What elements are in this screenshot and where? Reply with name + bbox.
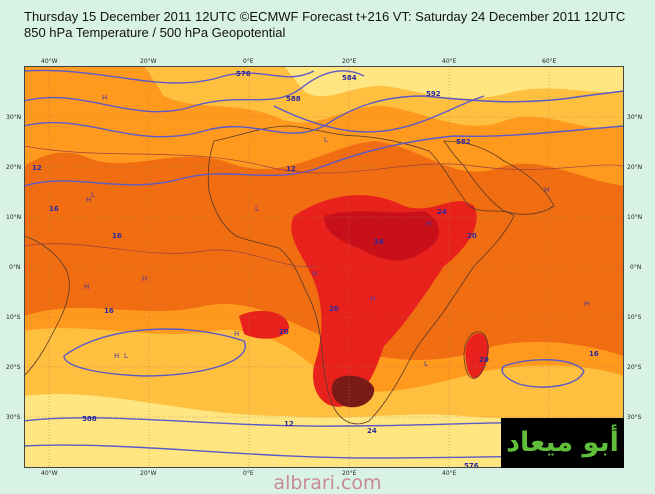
pressure-marker: L [324, 136, 328, 144]
title-line-forecast: Thursday 15 December 2011 12UTC ©ECMWF F… [24, 9, 626, 24]
pressure-marker: H [234, 330, 239, 338]
contour-label: 24 [374, 238, 384, 246]
contour-label: 576 [236, 70, 251, 78]
pressure-marker: L [255, 205, 259, 213]
contour-label: 16 [49, 205, 59, 213]
lon-label: 40°W [41, 58, 58, 65]
contour-label: 20 [329, 305, 339, 313]
pressure-marker: H [102, 94, 107, 102]
lon-label: 20°W [140, 470, 157, 477]
contour-label: 24 [367, 427, 377, 435]
field-hot-angola [239, 310, 289, 339]
contour-label: 576 [464, 462, 479, 468]
lat-label: 30°S [627, 414, 642, 421]
contour-588-south [63, 328, 246, 377]
coastline-south-america [24, 235, 70, 377]
lat-label: 30°N [6, 114, 22, 121]
lon-label: 40°W [41, 470, 58, 477]
lon-label: 20°W [140, 58, 157, 65]
field-hottest-south [331, 375, 375, 408]
contour-label: 12 [284, 420, 294, 428]
contour-label-layer: 576 584 588 592 582 12 12 16 16 16 20 20… [32, 70, 599, 468]
pressure-marker: H [312, 270, 317, 278]
lon-label: 0°E [243, 58, 254, 65]
temperature-contours [24, 145, 624, 267]
pressure-marker: H [544, 186, 549, 194]
field-hotter-central [324, 211, 439, 261]
contour-label: 16 [112, 232, 122, 240]
lat-label: 20°S [6, 364, 21, 371]
pressure-marker: H [84, 283, 89, 291]
contour-label: 584 [342, 74, 357, 82]
contour-label: 588 [82, 415, 97, 423]
lat-label: 20°N [627, 164, 643, 171]
contour-588-east [501, 358, 585, 388]
pressure-marker: H [426, 220, 431, 228]
pressure-marker: H [114, 352, 119, 360]
contour-label: 582 [456, 138, 471, 146]
contour-584 [24, 70, 365, 113]
lat-label: 10°S [627, 314, 642, 321]
chart-title: Thursday 15 December 2011 12UTC ©ECMWF F… [24, 9, 625, 41]
contour-label: 20 [467, 232, 477, 240]
lat-label: 10°S [6, 314, 21, 321]
pressure-marker: L [124, 352, 128, 360]
pressure-marker: L [91, 191, 95, 199]
contour-label: 588 [286, 95, 301, 103]
lat-label: 30°N [627, 114, 643, 121]
lat-label: 10°N [6, 214, 22, 221]
contour-label: 592 [426, 90, 441, 98]
contour-label: 20 [479, 356, 489, 364]
pressure-marker: H [584, 300, 589, 308]
pressure-marker: H [370, 295, 375, 303]
lon-label: 20°E [342, 470, 357, 477]
contour-label: 16 [589, 350, 599, 358]
lon-label: 40°E [442, 58, 457, 65]
contour-label: 20 [279, 328, 289, 336]
pressure-marker: H [142, 275, 147, 283]
lat-label: 20°S [627, 364, 642, 371]
lat-label: 0°N [630, 264, 642, 271]
contour-label: 12 [32, 164, 42, 172]
pressure-marker-layer: H H H H H H H H H L L L L H L H [84, 94, 589, 368]
graticule [24, 66, 624, 468]
contour-592b [273, 95, 485, 133]
lat-label: 10°N [627, 214, 643, 221]
contour-592 [24, 125, 624, 187]
contour-label: 12 [286, 165, 296, 173]
lon-label: 0°E [243, 470, 254, 477]
brand-logo: أبو ميعاد [501, 418, 624, 468]
title-line-fields: 850 hPa Temperature / 500 hPa Geopotenti… [24, 25, 286, 40]
field-cold-north [284, 66, 624, 99]
lat-label: 20°N [6, 164, 22, 171]
pressure-marker: L [424, 360, 428, 368]
field-hot-central [291, 195, 477, 407]
contour-label: 24 [437, 208, 447, 216]
brand-logo-text: أبو ميعاد [506, 427, 619, 458]
forecast-map: 576 584 588 592 582 12 12 16 16 16 20 20… [24, 66, 624, 468]
coastline-africa [207, 125, 515, 425]
coastline-madagascar [463, 331, 489, 379]
site-footer-link[interactable]: albrari.com [273, 472, 382, 494]
lat-label: 0°N [9, 264, 21, 271]
lon-label: 20°E [342, 58, 357, 65]
lat-label: 30°S [6, 414, 21, 421]
lon-label: 40°E [442, 470, 457, 477]
lon-label: 60°E [542, 58, 557, 65]
contour-label: 16 [104, 307, 114, 315]
pressure-marker: H [86, 196, 91, 204]
contour-576 [24, 69, 315, 84]
